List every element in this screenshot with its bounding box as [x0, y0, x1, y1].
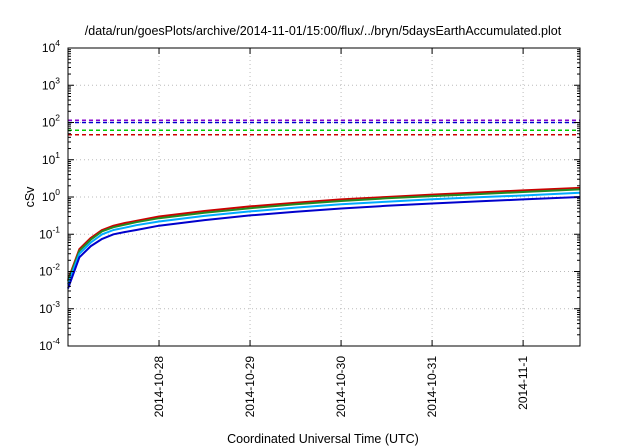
y-tick-label: 10-1: [39, 224, 60, 241]
y-axis-ticks: 10-4 10-3 10-2 10-1 100 101 102 103 104: [39, 38, 580, 353]
y-tick-label: 10-4: [39, 336, 60, 353]
y-tick-label: 10-3: [39, 299, 60, 316]
y-tick-label: 100: [42, 187, 60, 204]
x-tick-label: 2014-10-28: [152, 356, 166, 418]
series-line: [67, 196, 581, 289]
x-tick-label: 2014-11-1: [516, 356, 530, 410]
x-tick-label: 2014-10-30: [334, 356, 348, 418]
x-axis-ticks: 2014-10-28 2014-10-29 2014-10-30 2014-10-31…: [152, 48, 530, 417]
x-tick-label: 2014-10-29: [243, 356, 257, 418]
y-tick-label: 102: [42, 113, 60, 130]
series-line: [67, 186, 581, 281]
y-tick-label: 101: [42, 150, 60, 167]
chart-title: /data/run/goesPlots/archive/2014-11-01/1…: [85, 24, 562, 38]
y-tick-label: 104: [42, 38, 60, 55]
series-line: [67, 188, 581, 282]
x-axis-label: Coordinated Universal Time (UTC): [227, 432, 419, 446]
y-tick-label: 103: [42, 75, 60, 92]
x-tick-label: 2014-10-31: [425, 356, 439, 418]
series-lines: [67, 186, 581, 289]
reference-lines: [68, 119, 580, 136]
y-tick-label: 10-2: [39, 262, 60, 279]
y-axis-label: cSv: [23, 186, 37, 208]
series-line: [67, 191, 581, 285]
